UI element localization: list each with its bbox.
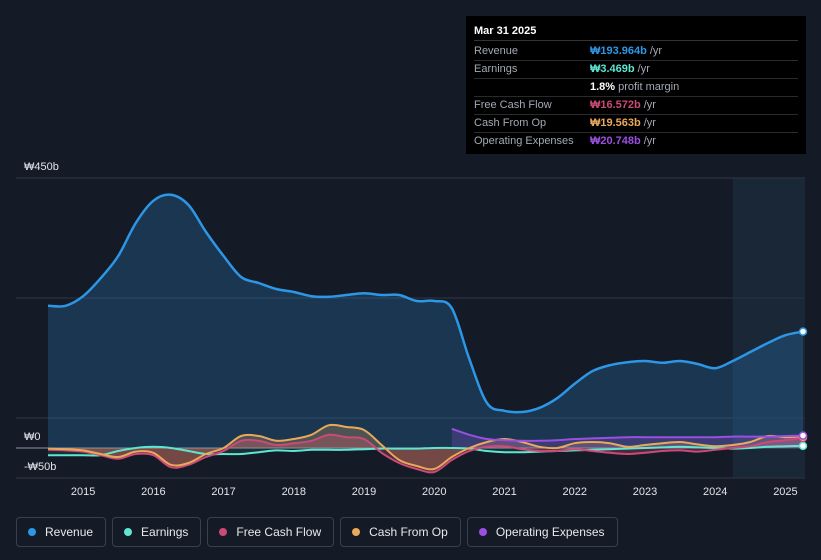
legend-label: Cash From Op bbox=[369, 525, 448, 539]
series-lines bbox=[47, 193, 804, 474]
tooltip-row: Operating Expenses ₩20.748b/yr bbox=[474, 133, 798, 150]
legend-dot-icon bbox=[219, 528, 228, 536]
x-tick-label: 2017 bbox=[211, 486, 235, 498]
free-cash-flow-area bbox=[48, 434, 803, 473]
tooltip-row-unit: /yr bbox=[643, 135, 656, 147]
tooltip-row-label: Cash From Op bbox=[474, 117, 547, 129]
x-axis-labels: 2015 2016 2017 2018 2019 2020 2021 2022 2023 2024… bbox=[71, 486, 798, 498]
tooltip-row-label: Revenue bbox=[474, 45, 519, 57]
past-year-highlight bbox=[732, 178, 805, 478]
tooltip-row: Earnings ₩3.469b/yr bbox=[474, 61, 798, 79]
legend-label: Free Cash Flow bbox=[236, 525, 322, 539]
y-axis-labels: ₩450b ₩0 -₩50b bbox=[24, 161, 59, 473]
tooltip-row-value: ₩193.964b bbox=[590, 45, 647, 57]
tooltip-row: Free Cash Flow ₩16.572b/yr bbox=[474, 97, 798, 115]
tooltip-row-value: ₩19.563b bbox=[590, 117, 641, 129]
tooltip-row-value: ₩16.572b bbox=[590, 99, 641, 111]
y-tick-label: -₩50b bbox=[24, 461, 56, 473]
tooltip-row-label: Free Cash Flow bbox=[474, 99, 552, 111]
revenue-line bbox=[47, 193, 804, 414]
legend: Revenue Earnings Free Cash Flow Cash From O… bbox=[16, 517, 618, 547]
y-tick-label: ₩450b bbox=[24, 161, 59, 173]
legend-item-cash-from-op[interactable]: Cash From Op bbox=[340, 517, 461, 547]
x-tick-label: 2022 bbox=[563, 486, 587, 498]
earnings-endpoint bbox=[798, 441, 808, 451]
cash-from-op-line bbox=[47, 423, 804, 471]
tooltip-row-label bbox=[474, 79, 590, 96]
legend-dot-icon bbox=[352, 528, 361, 536]
tooltip-row-label: Earnings bbox=[474, 63, 518, 75]
operating-expenses-endpoint bbox=[798, 431, 808, 440]
revenue-endpoint bbox=[798, 327, 808, 336]
tooltip-panel: Mar 31 2025 Revenue ₩193.964b/yr Earnings ₩… bbox=[466, 16, 806, 154]
legend-label: Earnings bbox=[141, 525, 189, 539]
legend-item-revenue[interactable]: Revenue bbox=[16, 517, 107, 547]
tooltip-date: Mar 31 2025 bbox=[474, 24, 798, 41]
legend-item-earnings[interactable]: Earnings bbox=[112, 517, 202, 547]
x-tick-label: 2023 bbox=[633, 486, 657, 498]
earnings-line bbox=[48, 444, 804, 457]
legend-label: Operating Expenses bbox=[495, 525, 605, 539]
tooltip-row-value: ₩3.469b bbox=[590, 63, 635, 75]
tooltip-row-unit: /yr bbox=[643, 99, 656, 111]
grid-lines bbox=[16, 177, 805, 479]
tooltip-row: Revenue ₩193.964b/yr bbox=[474, 43, 798, 61]
tooltip-row-label: Operating Expenses bbox=[474, 135, 574, 147]
operating-expenses-line bbox=[451, 427, 804, 442]
x-tick-label: 2024 bbox=[703, 486, 727, 498]
tooltip-row-unit: /yr bbox=[643, 117, 656, 129]
tooltip-row-unit: profit margin bbox=[618, 81, 680, 93]
free-cash-flow-line bbox=[47, 433, 804, 474]
operating-expenses-area bbox=[451, 428, 803, 448]
x-tick-label: 2025 bbox=[773, 486, 797, 498]
legend-dot-icon bbox=[124, 528, 133, 536]
tooltip-row-value: ₩20.748b bbox=[590, 135, 641, 147]
tooltip-rows: Revenue ₩193.964b/yr Earnings ₩3.469b/yr 1.8… bbox=[474, 43, 798, 150]
legend-label: Revenue bbox=[45, 525, 94, 539]
legend-item-operating-expenses[interactable]: Operating Expenses bbox=[466, 517, 618, 547]
tooltip-row: 1.8% profit margin bbox=[474, 79, 798, 97]
y-tick-label: ₩0 bbox=[24, 431, 41, 443]
chart-area: ₩450b ₩0 -₩50b 2015 2016 2017 2018 2019 2020 202… bbox=[16, 161, 808, 498]
x-tick-label: 2021 bbox=[492, 486, 516, 498]
revenue-area bbox=[48, 194, 803, 448]
tooltip-row: Cash From Op ₩19.563b/yr bbox=[474, 115, 798, 133]
tooltip-row-unit: /yr bbox=[637, 63, 650, 75]
legend-dot-icon bbox=[478, 528, 487, 536]
tooltip-row-value: 1.8% bbox=[590, 81, 616, 93]
series-areas bbox=[48, 194, 803, 473]
x-tick-label: 2018 bbox=[282, 486, 306, 498]
series-endpoints bbox=[798, 327, 808, 451]
x-tick-label: 2015 bbox=[71, 486, 95, 498]
legend-item-free-cash-flow[interactable]: Free Cash Flow bbox=[207, 517, 335, 547]
x-tick-label: 2016 bbox=[141, 486, 165, 498]
x-tick-label: 2019 bbox=[352, 486, 376, 498]
tooltip-row-unit: /yr bbox=[649, 45, 663, 57]
legend-dot-icon bbox=[28, 528, 36, 536]
x-tick-label: 2020 bbox=[422, 486, 446, 498]
